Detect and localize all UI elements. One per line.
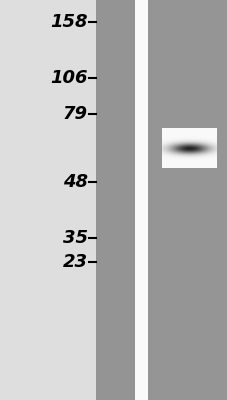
Text: 158: 158	[50, 13, 88, 31]
Text: 79: 79	[63, 105, 88, 123]
Text: 35: 35	[63, 229, 88, 247]
Text: 48: 48	[63, 173, 88, 191]
Text: 106: 106	[50, 69, 88, 87]
Bar	[0, 0, 96, 400]
Bar	[96, 0, 134, 400]
Text: 23: 23	[63, 253, 88, 271]
Bar	[134, 0, 147, 400]
Bar	[147, 0, 227, 400]
